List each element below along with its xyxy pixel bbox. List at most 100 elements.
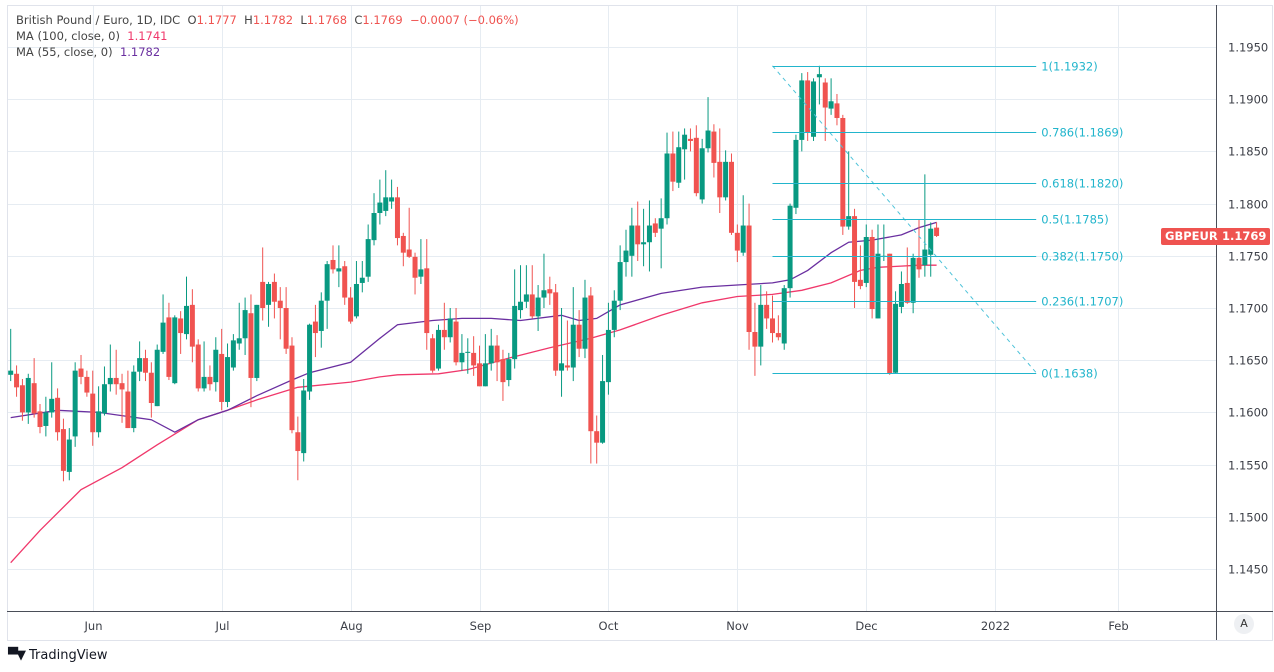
- ma55-label: MA (55, close, 0): [16, 45, 113, 59]
- tradingview-logo[interactable]: ▀▼ TradingView: [8, 648, 108, 663]
- candle-up: [383, 170, 389, 217]
- price-axis[interactable]: 1.1950 1.1900 1.1850 1.1800 1.1750 1.1700 1.16…: [1228, 41, 1268, 577]
- auto-scale-button[interactable]: A: [1234, 614, 1254, 634]
- candle-body: [236, 338, 242, 344]
- candle-body: [840, 117, 846, 227]
- candle-body: [582, 297, 588, 349]
- candle-up: [512, 269, 518, 369]
- candle-body: [8, 370, 14, 375]
- candle-down: [746, 203, 752, 350]
- candle-down: [283, 287, 289, 354]
- candle-up: [863, 224, 869, 288]
- candle-down: [553, 283, 559, 376]
- candle-up: [787, 203, 793, 298]
- candle-down: [529, 265, 535, 319]
- candle-body: [14, 373, 20, 388]
- candle-body: [371, 212, 377, 241]
- candle-up: [617, 245, 623, 311]
- brand-name: TradingView: [29, 648, 108, 663]
- candle-down: [295, 416, 301, 481]
- candle-down: [576, 310, 582, 358]
- candle-down: [348, 287, 354, 324]
- candle-body: [365, 239, 371, 277]
- candle-body: [723, 161, 729, 198]
- candle-body: [893, 303, 899, 373]
- candle-down: [113, 349, 119, 395]
- candle-down: [330, 245, 336, 274]
- candle-up: [799, 73, 805, 152]
- candle-down: [869, 229, 875, 319]
- candle-body: [811, 81, 817, 137]
- candle-down: [494, 335, 500, 382]
- candle-body: [25, 377, 31, 413]
- candle-up: [846, 151, 852, 230]
- high-value: 1.1782: [252, 13, 294, 27]
- candle-body: [271, 281, 277, 302]
- candle-body: [101, 384, 107, 414]
- candle-body: [764, 304, 770, 319]
- fib-level-label: 0.382(1.1750): [1041, 250, 1123, 264]
- candle-body: [488, 345, 494, 364]
- candle-body: [37, 411, 43, 428]
- candle-down: [500, 349, 506, 401]
- candle-down: [178, 311, 184, 354]
- time-tick-label: Jun: [84, 619, 103, 633]
- time-axis[interactable]: Jun Jul Aug Sep Oct Nov Dec 2022 Feb: [84, 619, 1129, 633]
- candle-down: [219, 328, 225, 411]
- candle-up: [49, 362, 55, 418]
- candle-body: [96, 411, 102, 433]
- ma55-legend[interactable]: MA (55, close, 0) 1.1782: [16, 44, 519, 60]
- candle-body: [230, 340, 236, 368]
- candle-body: [441, 329, 447, 338]
- candle-up: [230, 334, 236, 371]
- candle-up: [459, 334, 465, 371]
- fib-retracement[interactable]: 1(1.1932) 0.786(1.1869) 0.618(1.1820) 0.5(1…: [772, 60, 1124, 381]
- candle-up: [435, 324, 441, 371]
- candle-up: [922, 174, 928, 277]
- candle-down: [412, 252, 418, 295]
- candle-up: [236, 302, 242, 350]
- candle-body: [494, 345, 500, 363]
- candle-body: [49, 398, 55, 413]
- candle-body: [904, 282, 910, 303]
- candle-up: [447, 308, 453, 343]
- candle-up: [254, 304, 260, 382]
- candle-body: [72, 370, 78, 437]
- fib-level-label: 0.786(1.1869): [1041, 126, 1123, 140]
- candle-up: [131, 365, 137, 433]
- candle-up: [898, 271, 904, 314]
- candle-down: [887, 253, 893, 375]
- time-tick-label: Sep: [470, 619, 492, 633]
- candle-up: [43, 396, 49, 437]
- ma100-legend[interactable]: MA (100, close, 0) 1.1741: [16, 28, 519, 44]
- candle-up: [377, 179, 383, 225]
- moving-averages: [10, 221, 937, 564]
- candle-down: [424, 239, 430, 350]
- candle-body: [775, 333, 781, 338]
- candle-body: [594, 431, 600, 443]
- candle-body: [547, 289, 553, 294]
- candle-body: [752, 332, 758, 347]
- candle-up: [541, 253, 547, 308]
- candle-up: [518, 265, 524, 319]
- candle-body: [781, 288, 787, 344]
- candle-down: [764, 291, 770, 329]
- price-tick-label: 1.1800: [1228, 198, 1268, 212]
- candle-body: [857, 279, 863, 287]
- candle-down: [717, 128, 723, 213]
- candle-body: [142, 358, 148, 373]
- candle-body: [148, 372, 154, 404]
- candle-body: [137, 358, 143, 372]
- candle-down: [471, 336, 477, 376]
- ma55-line: [10, 221, 937, 433]
- candle-up: [682, 128, 688, 180]
- candle-up: [96, 386, 102, 438]
- candle-body: [342, 266, 348, 298]
- time-tick-label: 2022: [981, 619, 1010, 633]
- candle-body: [55, 397, 61, 433]
- candle-body: [184, 305, 189, 335]
- candle-body: [605, 329, 611, 383]
- candle-up: [758, 285, 764, 366]
- candle-up: [646, 200, 652, 272]
